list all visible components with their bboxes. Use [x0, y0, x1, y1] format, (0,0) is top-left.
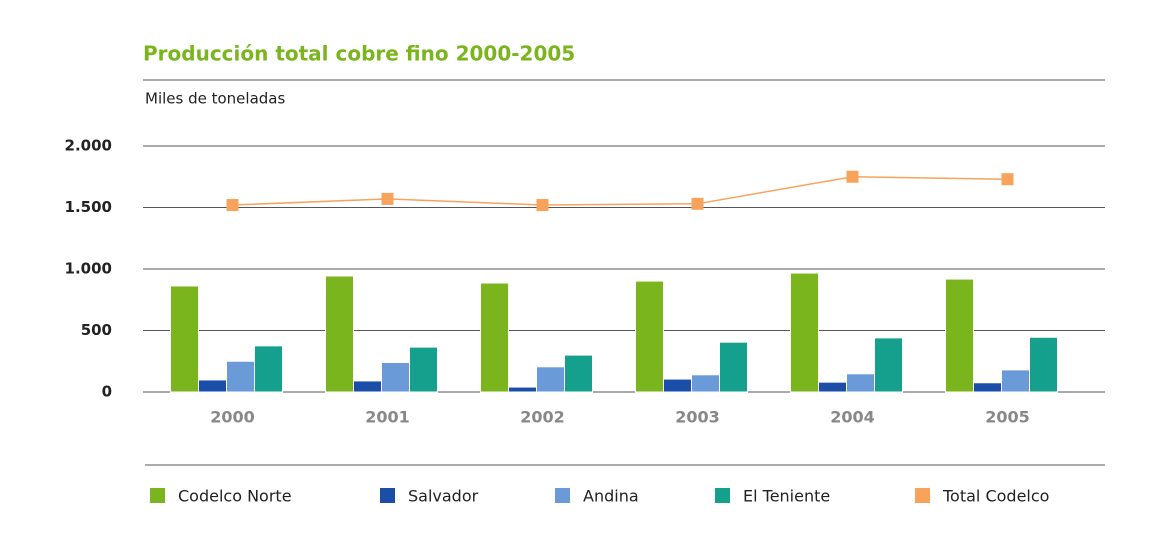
bar	[409, 346, 438, 393]
bar	[818, 381, 847, 393]
legend-swatch	[150, 488, 165, 503]
marker	[1001, 173, 1014, 186]
bar	[536, 366, 565, 393]
legend-swatch	[715, 488, 730, 503]
chart-title: Producción total cobre fino 2000-2005	[143, 42, 575, 66]
bar	[874, 337, 903, 393]
x-tick-label: 2003	[675, 408, 720, 427]
bar	[663, 378, 692, 393]
x-tick-label: 2001	[365, 408, 410, 427]
legend-swatch	[380, 488, 395, 503]
bar	[508, 386, 537, 393]
marker	[381, 192, 394, 205]
line	[232, 175, 1008, 206]
y-tick-label: 1.500	[65, 198, 112, 216]
bar	[564, 354, 593, 393]
y-tick-label: 500	[81, 321, 112, 339]
marker	[226, 199, 239, 212]
bar	[198, 379, 227, 393]
bar	[480, 282, 509, 393]
bar	[353, 380, 382, 393]
legend-label: Salvador	[408, 487, 479, 506]
legend-label: El Teniente	[743, 487, 830, 506]
bar	[945, 278, 974, 393]
bar	[1001, 369, 1030, 393]
bar	[790, 272, 819, 393]
subtitle: Miles de toneladas	[145, 90, 285, 108]
x-tick-label: 2002	[520, 408, 565, 427]
y-tick-label: 1.000	[65, 260, 112, 278]
x-tick-label: 2000	[210, 408, 255, 427]
marker	[536, 199, 549, 212]
legend-swatch	[915, 488, 930, 503]
marker	[846, 170, 859, 183]
y-tick-label: 0	[102, 383, 112, 401]
bar	[226, 360, 255, 393]
bar	[170, 285, 199, 393]
bar	[381, 361, 410, 393]
bar	[973, 382, 1002, 393]
bar	[325, 275, 354, 393]
legend-label: Total Codelco	[942, 487, 1049, 506]
legend-label: Codelco Norte	[178, 487, 292, 506]
marker	[691, 197, 704, 210]
bar	[719, 341, 748, 393]
legend-swatch	[555, 488, 570, 503]
bar	[691, 374, 720, 393]
bar	[254, 345, 283, 393]
x-tick-label: 2004	[830, 408, 875, 427]
x-tick-label: 2005	[985, 408, 1030, 427]
y-tick-label: 2.000	[65, 137, 112, 155]
bar	[635, 280, 664, 393]
bar	[846, 373, 875, 393]
legend-label: Andina	[583, 487, 639, 506]
bar	[1029, 336, 1058, 393]
